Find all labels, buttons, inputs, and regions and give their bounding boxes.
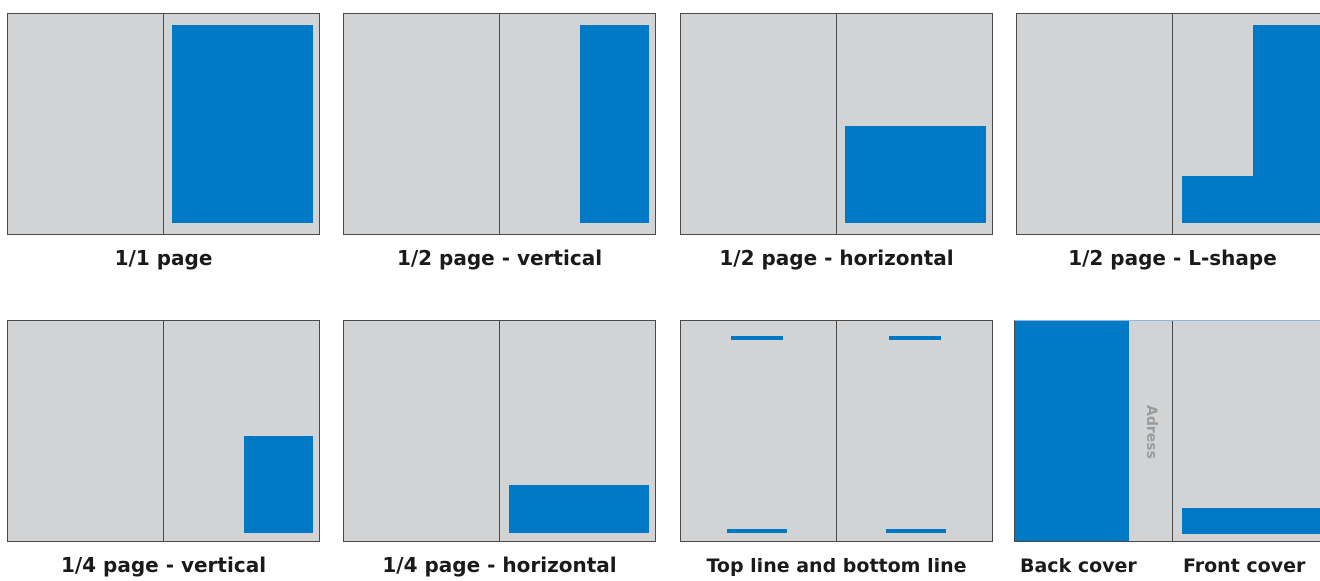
label-quarter-horizontal: 1/4 page - horizontal	[382, 553, 617, 577]
spread-half-vertical	[343, 13, 656, 235]
spread-half-horizontal	[680, 13, 993, 235]
ad-quarter-vertical	[244, 436, 313, 533]
ad-half-vertical	[580, 25, 649, 223]
label-top-bottom-lines: Top line and bottom line	[706, 555, 967, 577]
page-fold	[836, 14, 837, 234]
ad-l-shape-vertical	[1253, 25, 1320, 223]
ad-top-line-right	[889, 336, 941, 340]
page-fold	[163, 14, 164, 234]
label-half-vertical: 1/2 page - vertical	[396, 246, 603, 270]
spread-full-page	[7, 13, 320, 235]
ad-l-shape-horizontal	[1182, 176, 1262, 223]
page-fold	[163, 321, 164, 541]
spread-half-l-shape	[1016, 13, 1320, 235]
page-fold	[1172, 14, 1173, 234]
ad-front-cover-strip	[1182, 508, 1320, 534]
ad-half-horizontal	[845, 126, 986, 223]
page-fold	[836, 321, 837, 541]
ad-back-cover	[1015, 321, 1129, 541]
page-fold	[499, 14, 500, 234]
ad-top-line-left	[731, 336, 783, 340]
ad-bottom-line-left	[727, 529, 787, 533]
ad-bottom-line-right	[886, 529, 946, 533]
address-label: Adress	[1143, 405, 1159, 459]
label-half-horizontal: 1/2 page - horizontal	[719, 246, 954, 270]
label-front-cover: Front cover	[1183, 555, 1306, 577]
label-full-page: 1/1 page	[114, 246, 213, 270]
page-fold	[499, 321, 500, 541]
label-back-cover: Back cover	[1020, 555, 1137, 577]
label-quarter-vertical: 1/4 page - vertical	[60, 553, 267, 577]
spread-quarter-vertical	[7, 320, 320, 542]
page-fold	[1172, 321, 1173, 541]
ad-full-page	[172, 25, 313, 223]
ad-quarter-horizontal	[509, 485, 649, 533]
spread-quarter-horizontal	[343, 320, 656, 542]
spread-top-bottom-lines	[680, 320, 993, 542]
label-half-l-shape: 1/2 page - L-shape	[1068, 246, 1277, 270]
spread-covers: Adress	[1014, 320, 1320, 542]
